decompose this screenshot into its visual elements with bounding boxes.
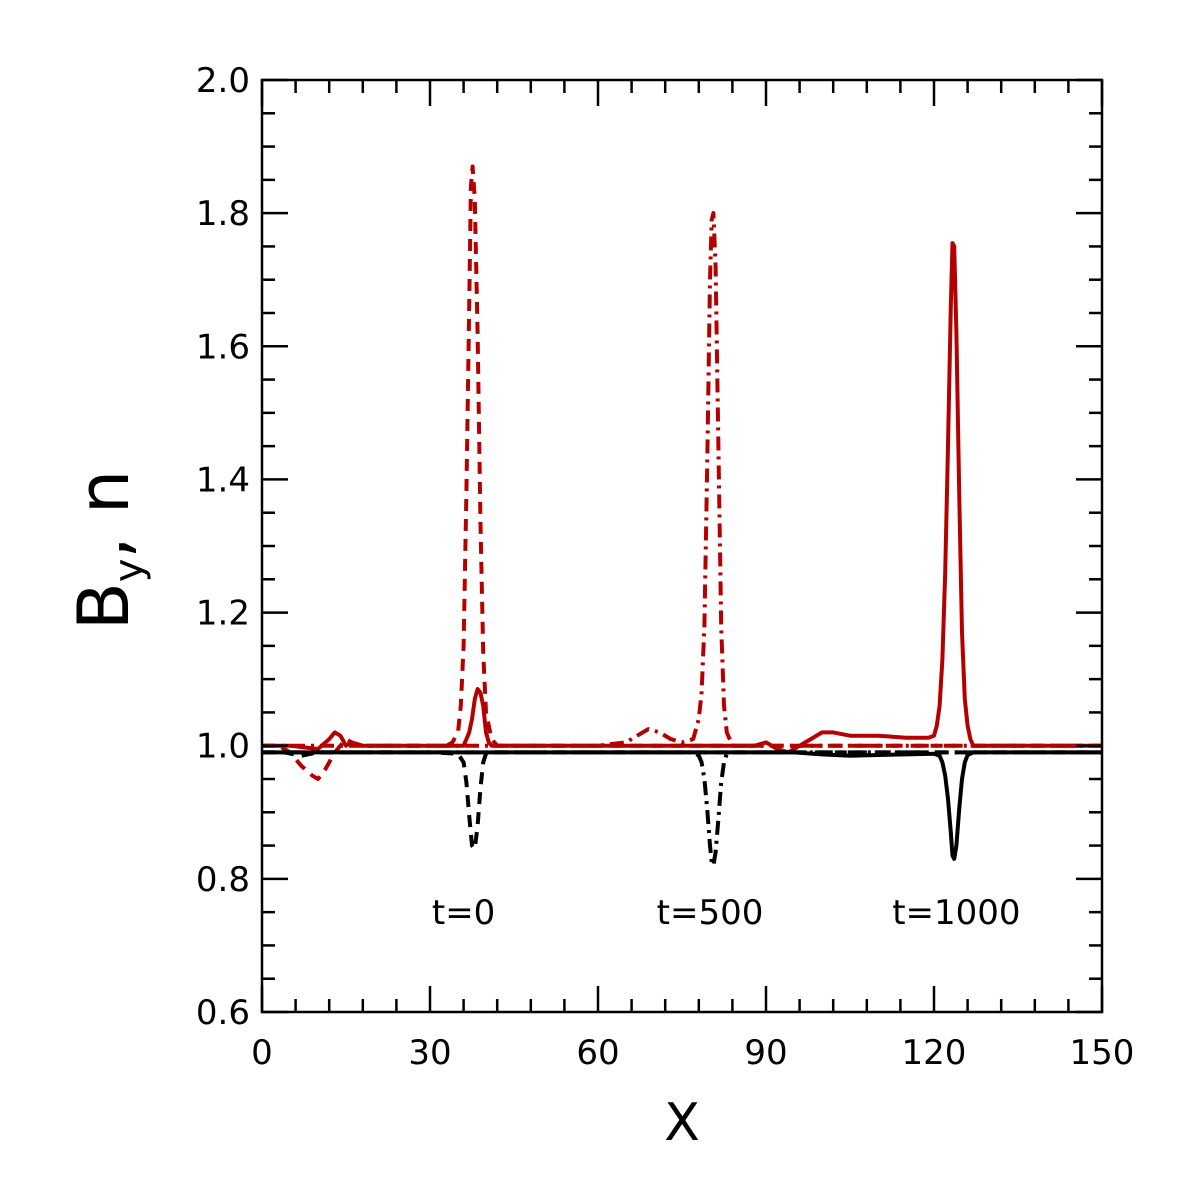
series-line-3 bbox=[262, 241, 1102, 755]
y-tick-label: 1.0 bbox=[196, 727, 250, 767]
x-tick-label: 150 bbox=[1070, 1033, 1135, 1073]
y-tick-label: 0.6 bbox=[196, 993, 250, 1033]
x-axis-label: X bbox=[664, 1093, 700, 1153]
tick-layer bbox=[260, 78, 1104, 1014]
plot-frame bbox=[260, 78, 1104, 1014]
time-annotation: t=1000 bbox=[892, 893, 1020, 933]
series-line-4 bbox=[262, 750, 1102, 851]
y-axis-label-main: B bbox=[63, 582, 145, 630]
y-tick-label: 1.4 bbox=[196, 460, 250, 500]
time-annotation: t=0 bbox=[432, 893, 495, 933]
series-line-6 bbox=[262, 750, 1102, 861]
x-tick-label: 60 bbox=[576, 1033, 619, 1073]
annotation-layer: t=0 t=500 t=1000 bbox=[432, 893, 1021, 933]
y-axis-label-subscript: y bbox=[106, 559, 152, 583]
y-tick-label: 2.0 bbox=[196, 61, 250, 101]
time-annotation: t=500 bbox=[657, 893, 764, 933]
series-line-1 bbox=[262, 164, 1102, 781]
series-line-2 bbox=[262, 211, 1102, 748]
x-tick-label: 30 bbox=[408, 1033, 451, 1073]
x-tick-label: 90 bbox=[744, 1033, 787, 1073]
y-tick-label: 1.8 bbox=[196, 194, 250, 234]
y-axis-label: By, n bbox=[63, 470, 152, 631]
x-tick-label: 120 bbox=[902, 1033, 967, 1073]
series-layer bbox=[262, 164, 1102, 868]
y-tick-label: 1.2 bbox=[196, 594, 250, 634]
tick-label-layer: 0 30 60 90 120 150 0.6 0.8 1.0 1.2 1.4 1.6 1.8 2.0 bbox=[196, 61, 1135, 1073]
y-tick-label: 0.8 bbox=[196, 860, 250, 900]
series-line-5 bbox=[262, 750, 1102, 868]
x-tick-label: 0 bbox=[251, 1033, 273, 1073]
y-axis-label-rest: , n bbox=[63, 470, 145, 559]
y-tick-label: 1.6 bbox=[196, 327, 250, 367]
